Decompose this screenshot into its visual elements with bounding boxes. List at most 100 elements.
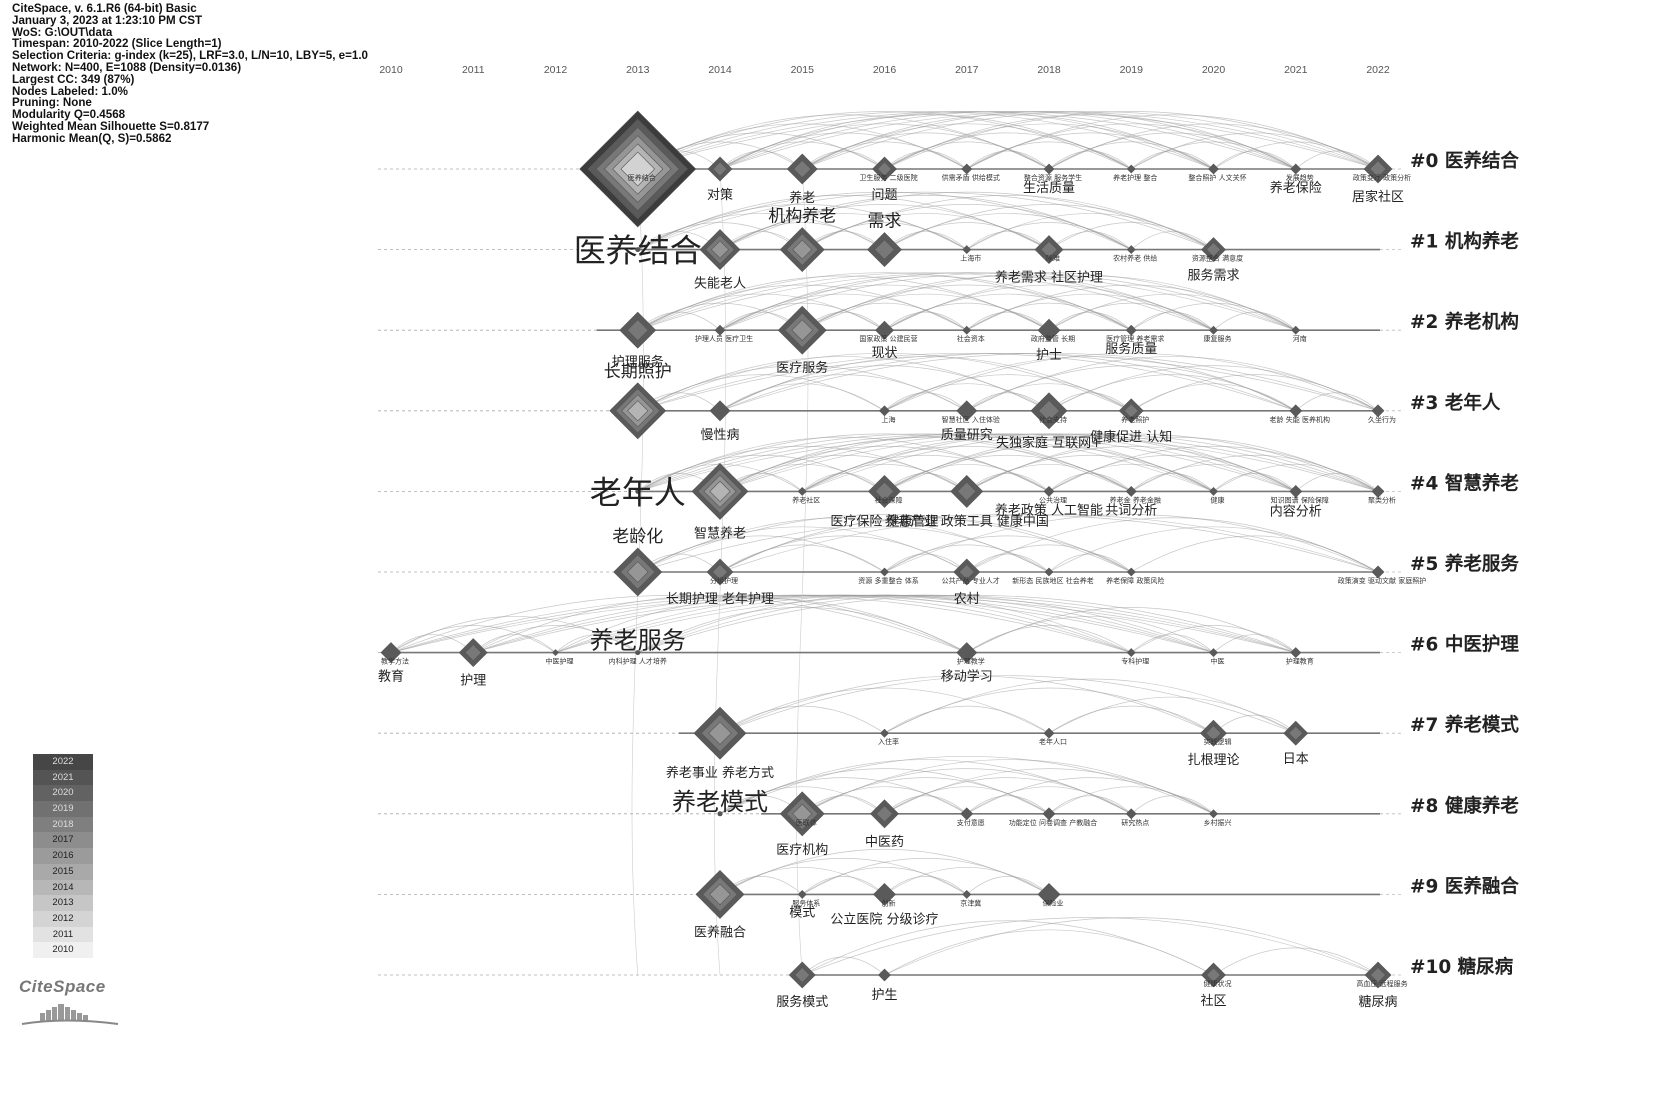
node-diamond[interactable]: [797, 486, 807, 496]
cluster-label[interactable]: #0 医养结合: [1410, 150, 1519, 172]
node-diamond[interactable]: [956, 642, 978, 664]
link-curve: [719, 302, 885, 331]
node-diamond[interactable]: [880, 728, 889, 738]
node-diamond[interactable]: [1371, 404, 1385, 418]
link-curve: [966, 795, 1050, 815]
node-diamond[interactable]: [613, 547, 663, 597]
node-diamond[interactable]: [1037, 318, 1061, 342]
node-diamond[interactable]: [1126, 245, 1136, 255]
node-diamond[interactable]: [458, 638, 488, 668]
node-diamond[interactable]: [956, 400, 978, 422]
cluster-label[interactable]: #9 医养融合: [1410, 875, 1519, 897]
node-diamond[interactable]: [777, 305, 827, 355]
link-curve: [719, 353, 1379, 412]
node-diamond[interactable]: [878, 968, 891, 982]
node-diamond[interactable]: [1126, 567, 1136, 577]
cluster-label[interactable]: #5 养老服务: [1410, 553, 1519, 575]
node-diamond[interactable]: [1043, 485, 1055, 497]
cluster-label[interactable]: #10 糖尿病: [1410, 956, 1514, 978]
cluster-label[interactable]: #2 养老机构: [1410, 311, 1519, 333]
node-diamond[interactable]: [552, 649, 559, 657]
node-diamond[interactable]: [1371, 484, 1385, 498]
node-diamond[interactable]: [1044, 567, 1054, 577]
node-diamond[interactable]: [1209, 325, 1218, 335]
node-diamond[interactable]: [950, 474, 984, 508]
node-small-label: 上海: [882, 415, 896, 424]
node-diamond[interactable]: [693, 706, 747, 760]
node-diamond[interactable]: [1126, 164, 1136, 174]
node-diamond[interactable]: [953, 558, 981, 586]
node-diamond[interactable]: [1363, 154, 1393, 184]
node-diamond[interactable]: [380, 642, 402, 664]
node-diamond[interactable]: [714, 324, 726, 336]
node-diamond[interactable]: [880, 567, 889, 577]
node-diamond[interactable]: [1283, 720, 1309, 746]
node-diamond[interactable]: [695, 869, 745, 919]
node-diamond[interactable]: [1208, 163, 1219, 175]
node-diamond[interactable]: [962, 325, 972, 335]
node-diamond[interactable]: [779, 227, 825, 273]
node-diamond[interactable]: [1034, 235, 1064, 265]
node-diamond[interactable]: [709, 400, 731, 422]
node-diamond[interactable]: [786, 153, 818, 185]
node-diamond[interactable]: [1209, 648, 1218, 658]
node-diamond[interactable]: [1043, 727, 1055, 739]
node-diamond[interactable]: [1290, 163, 1302, 175]
legend-swatch: 2011: [33, 926, 93, 943]
node-diamond[interactable]: [1201, 237, 1226, 263]
node-diamond[interactable]: [1126, 648, 1136, 658]
node-diamond[interactable]: [1037, 882, 1061, 906]
node-diamond[interactable]: [1291, 325, 1301, 335]
node-diamond[interactable]: [867, 232, 902, 268]
node-diamond[interactable]: [579, 110, 697, 228]
node-diamond[interactable]: [1125, 808, 1137, 820]
link-curve: [390, 594, 1132, 653]
node-diamond[interactable]: [619, 311, 657, 349]
node-small-label: 养老社区: [792, 495, 820, 504]
node-label: 失独家庭 互联网+: [996, 435, 1102, 451]
node-diamond[interactable]: [1364, 961, 1392, 989]
link-curve: [966, 553, 1050, 573]
node-diamond[interactable]: [875, 320, 894, 340]
node-diamond[interactable]: [1030, 392, 1068, 430]
node-diamond[interactable]: [1209, 809, 1218, 819]
cluster-label[interactable]: #3 老年人: [1410, 392, 1501, 414]
node-diamond[interactable]: [870, 799, 899, 829]
node-diamond[interactable]: [1289, 404, 1303, 418]
cluster-label[interactable]: #4 智慧养老: [1410, 472, 1519, 494]
node-diamond[interactable]: [868, 474, 901, 508]
node-small-label: 社会支持: [1039, 415, 1067, 424]
node-diamond[interactable]: [1042, 807, 1056, 821]
node-diamond[interactable]: [797, 889, 807, 899]
node-small-label: 乡村振兴: [1204, 818, 1232, 827]
node-diamond[interactable]: [873, 882, 896, 906]
node-diamond[interactable]: [788, 961, 816, 989]
cluster-label[interactable]: #1 机构养老: [1410, 231, 1519, 253]
node-diamond[interactable]: [691, 462, 749, 520]
node-diamond[interactable]: [706, 558, 734, 586]
node-diamond[interactable]: [962, 889, 972, 899]
cluster-label[interactable]: #7 养老模式: [1410, 714, 1519, 736]
node-diamond[interactable]: [962, 245, 972, 255]
node-diamond[interactable]: [779, 791, 825, 837]
node-diamond[interactable]: [879, 405, 890, 417]
node-diamond[interactable]: [1289, 484, 1303, 498]
node-diamond[interactable]: [872, 156, 897, 182]
node-diamond[interactable]: [1200, 719, 1227, 747]
node-diamond[interactable]: [1209, 486, 1218, 496]
node-diamond[interactable]: [960, 807, 974, 821]
node-diamond[interactable]: [1125, 485, 1137, 497]
node-diamond[interactable]: [1125, 324, 1137, 336]
node-diamond[interactable]: [707, 156, 733, 182]
cluster-label[interactable]: #6 中医护理: [1410, 634, 1519, 656]
node-diamond[interactable]: [609, 382, 667, 440]
node-diamond[interactable]: [1118, 398, 1144, 424]
node-diamond[interactable]: [1043, 163, 1055, 175]
node-diamond[interactable]: [1201, 962, 1226, 988]
node-diamond[interactable]: [699, 229, 741, 271]
node-diamond[interactable]: [961, 163, 973, 175]
node-diamond[interactable]: [1290, 647, 1302, 659]
node-diamond[interactable]: [1371, 565, 1385, 579]
cluster-label[interactable]: #8 健康养老: [1410, 795, 1519, 817]
